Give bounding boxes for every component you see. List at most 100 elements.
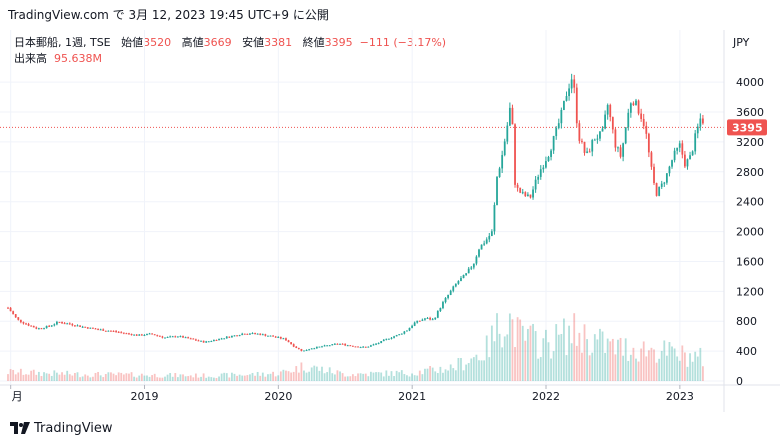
candle-body [104, 330, 107, 332]
candle-body [673, 150, 676, 161]
volume-bar [182, 374, 184, 381]
volume-bar [153, 373, 156, 381]
candle-body [12, 311, 15, 315]
candle-body [609, 104, 612, 118]
candle-body [236, 335, 238, 337]
volume-bar [496, 313, 498, 381]
volume-bar [599, 328, 601, 381]
volume-bar [382, 376, 385, 381]
volume-bar [295, 366, 298, 381]
candle-body [30, 325, 33, 327]
candle-body [238, 335, 241, 337]
volume-bar [660, 350, 663, 381]
volume-bar [17, 372, 20, 381]
volume-bar [653, 349, 655, 381]
candle-body [524, 192, 527, 197]
legend-change-value: −111 (−3.17%) [359, 36, 447, 49]
volume-bar [169, 373, 172, 381]
volume-bar [388, 375, 390, 381]
legend-high-label: 高値 [181, 36, 204, 49]
volume-bar [614, 354, 617, 381]
volume-bar [627, 360, 630, 381]
volume-bar [58, 374, 61, 381]
volume-bar [341, 373, 344, 381]
candle-body [529, 194, 532, 198]
candle-body [668, 166, 671, 174]
time-axis[interactable]: 月 2019 2020 2021 2022 2023 [10, 385, 694, 403]
volume-bar [84, 374, 87, 381]
volume-bar [702, 366, 704, 381]
candle-body [166, 336, 169, 338]
candle-body [40, 328, 43, 330]
volume-bar [12, 369, 15, 381]
volume-bar [261, 372, 264, 381]
candle-body [48, 325, 51, 327]
volume-bar [339, 371, 341, 381]
volume-bar [267, 374, 269, 381]
volume-bar [104, 374, 107, 381]
volume-bar [601, 331, 604, 381]
volume-bar [79, 377, 81, 381]
x-tick-label: 2022 [532, 390, 560, 403]
candle-body [454, 283, 457, 287]
volume-bar [658, 358, 661, 381]
candle-body [591, 140, 594, 152]
candle-body [158, 335, 161, 337]
candle-body [86, 327, 89, 329]
volume-bar [514, 347, 516, 381]
candle-body [650, 152, 653, 167]
volume-bar [30, 370, 33, 381]
candle-body [506, 125, 509, 142]
volume-bar [297, 372, 300, 381]
volume-bar [503, 336, 506, 381]
candle-body [653, 166, 655, 184]
volume-bar [622, 355, 625, 381]
candle-body [99, 329, 102, 331]
tradingview-logo[interactable]: TradingView [10, 418, 113, 438]
candle-body [197, 340, 200, 342]
volume-bar [665, 355, 668, 381]
candle-body [645, 125, 648, 134]
candle-body [259, 333, 262, 335]
volume-bar [94, 372, 97, 381]
volume-bar [676, 356, 679, 381]
volume-bar [488, 357, 491, 381]
candle-body [140, 334, 143, 336]
candle-body [508, 107, 511, 126]
legend-volume-label: 出来高 [14, 52, 47, 65]
volume-bar [429, 366, 431, 381]
volume-bar [490, 325, 493, 381]
volume-bar [292, 371, 295, 381]
candle-body [647, 133, 650, 153]
candle-body [115, 331, 117, 333]
price-axis[interactable]: 0 400 800 1200 1600 2000 2400 2800 3200 3600 4000 [736, 76, 764, 388]
candle-body [578, 123, 581, 141]
candle-body [483, 243, 486, 245]
last-price-badge-text: 3395 [732, 121, 763, 134]
candle-body [277, 336, 280, 338]
candle-body [637, 100, 640, 114]
volume-bar [624, 338, 627, 381]
candle-body [655, 183, 658, 196]
volume-bar [462, 370, 465, 381]
volume-bar [444, 369, 447, 381]
y-tick-label: 1600 [736, 255, 764, 268]
candle-body [369, 345, 372, 347]
candle-body [606, 104, 609, 115]
candle-body [573, 79, 576, 88]
volume-bar [367, 376, 370, 381]
legend-high-value: 3669 [203, 36, 232, 49]
volume-bar [135, 377, 138, 381]
candle-body [593, 139, 596, 141]
candle-body [560, 109, 563, 124]
volume-bars [7, 313, 704, 381]
candle-body [171, 336, 174, 338]
candle-body [622, 143, 625, 157]
candle-body [328, 345, 331, 347]
volume-bar [369, 371, 372, 381]
candle-body [575, 87, 578, 124]
candle-body [632, 103, 635, 106]
volume-bar [146, 375, 148, 381]
volume-bar [99, 375, 102, 381]
